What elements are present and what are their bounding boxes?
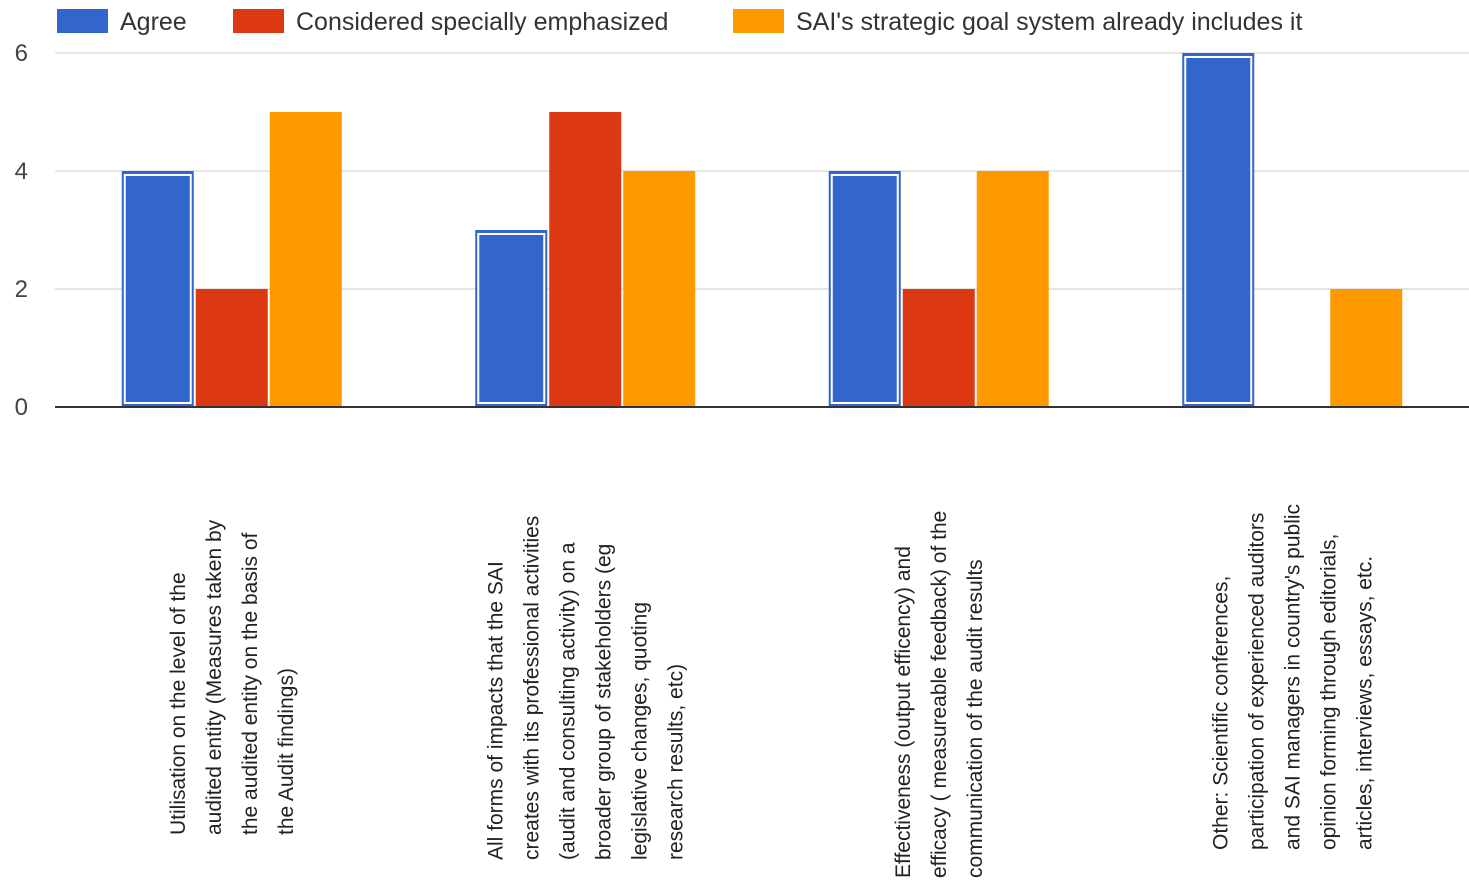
x-tick-label-line: communication of the audit results	[964, 559, 987, 878]
bar-sai-s-strategic-goal-system-already-includes-it-3	[976, 171, 1049, 407]
bar-agree-4	[1182, 53, 1255, 407]
grid-lines	[55, 52, 1469, 290]
bar-fill	[269, 112, 342, 407]
x-category-label: Effectiveness (output efficency) and effi…	[892, 511, 987, 878]
x-tick-label-line: participation of experienced auditors	[1245, 513, 1268, 850]
bar-fill	[1330, 289, 1403, 407]
bar-fill	[121, 171, 194, 407]
legend-label: Considered specially emphasized	[296, 8, 668, 36]
bar-fill	[623, 171, 696, 407]
bar-considered-specially-emphasized-2	[549, 112, 622, 407]
x-category-label: Other: Scientific conferences, participat…	[1209, 504, 1376, 850]
bar-fill	[475, 230, 548, 407]
x-tick-label-line: broader group of stakeholders (eg	[592, 544, 615, 860]
x-category-label: Utilisation on the level of the audited e…	[167, 519, 298, 835]
bar-sai-s-strategic-goal-system-already-includes-it-4	[1330, 289, 1403, 407]
y-tick-label: 0	[15, 394, 28, 421]
bar-fill	[195, 289, 268, 407]
bar-considered-specially-emphasized-3	[902, 289, 975, 407]
bar-highlight-outline	[830, 174, 899, 404]
bars	[121, 53, 1403, 407]
bar-highlight-outline	[477, 233, 546, 404]
bar-highlight-outline	[1184, 56, 1253, 404]
legend-item[interactable]: SAI's strategic goal system already incl…	[733, 8, 1302, 36]
x-tick-label-line: efficacy ( measureable feedback) of the	[928, 511, 951, 878]
x-tick-label-line: Utilisation on the level of the	[167, 572, 190, 835]
legend: Agree Considered specially emphasized SAI'…	[57, 8, 1302, 36]
legend-label: SAI's strategic goal system already incl…	[796, 8, 1302, 36]
y-tick-label: 2	[15, 276, 28, 303]
y-axis-ticks: 0 2 4 6	[15, 40, 28, 421]
bar-highlight-outline	[123, 174, 192, 404]
bar-fill	[828, 171, 901, 407]
legend-label: Agree	[120, 8, 187, 36]
bar-fill	[902, 289, 975, 407]
bar-fill	[549, 112, 622, 407]
x-tick-label-line: opinion forming through editorials,	[1317, 534, 1340, 850]
x-tick-label-line: Effectiveness (output efficency) and	[892, 546, 915, 878]
y-tick-label: 6	[15, 40, 28, 67]
category-labels: Utilisation on the level of the audited e…	[167, 504, 1377, 878]
x-category-label: All forms of impacts that the SAI creates…	[484, 516, 687, 860]
bar-fill	[1182, 53, 1255, 407]
x-tick-label-line: legislative changes, quoting	[628, 602, 651, 860]
x-tick-label-line: All forms of impacts that the SAI	[484, 561, 507, 860]
bar-agree-1	[121, 171, 194, 407]
bar-agree-3	[828, 171, 901, 407]
x-tick-label-line: creates with its professional activities	[520, 516, 543, 860]
bar-sai-s-strategic-goal-system-already-includes-it-2	[623, 171, 696, 407]
legend-swatch	[57, 9, 108, 33]
legend-swatch	[733, 9, 784, 33]
bar-fill	[976, 171, 1049, 407]
x-tick-label-line: and SAI managers in country's public	[1281, 504, 1304, 850]
x-tick-label-line: audited entity (Measures taken by	[203, 519, 226, 835]
legend-item[interactable]: Considered specially emphasized	[233, 8, 668, 36]
x-tick-label-line: research results, etc)	[664, 664, 687, 860]
x-tick-label-line: the Audit findings)	[275, 668, 298, 835]
x-tick-label-line: articles, interviews, essays, etc.	[1353, 556, 1376, 850]
bar-considered-specially-emphasized-1	[195, 289, 268, 407]
x-tick-label-line: Other: Scientific conferences,	[1209, 576, 1232, 850]
legend-swatch	[233, 9, 284, 33]
y-tick-label: 4	[15, 158, 28, 185]
legend-item[interactable]: Agree	[57, 8, 187, 36]
bar-agree-2	[475, 230, 548, 407]
x-tick-label-line: (audit and consulting activity) on a	[556, 542, 579, 860]
x-tick-label-line: the audited entity on the basis of	[239, 532, 262, 835]
bar-sai-s-strategic-goal-system-already-includes-it-1	[269, 112, 342, 407]
